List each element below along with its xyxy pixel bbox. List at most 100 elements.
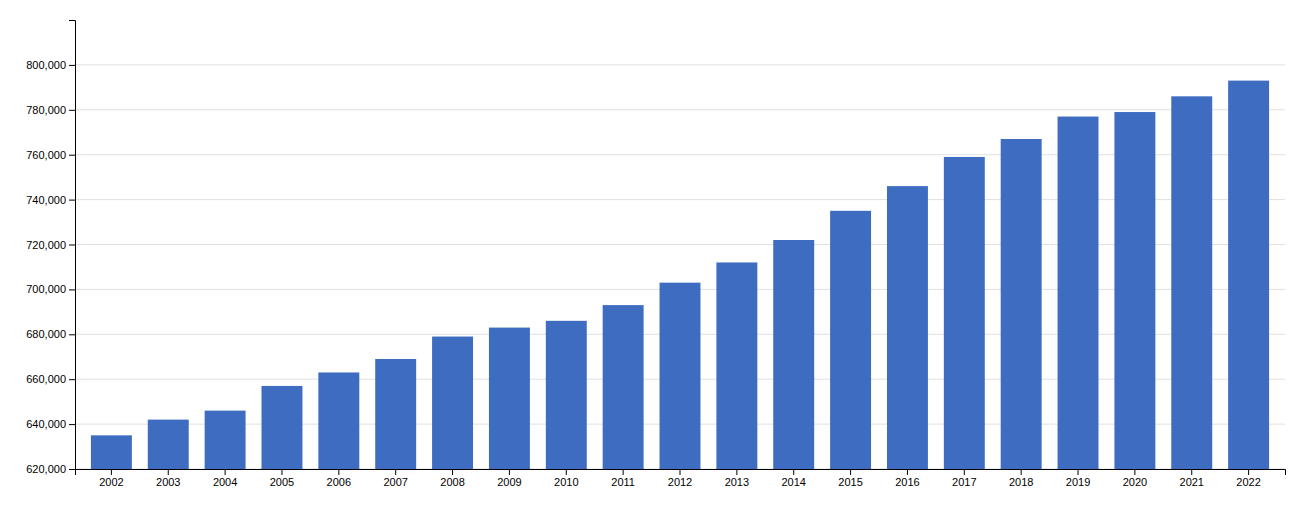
y-tick-mark bbox=[69, 245, 75, 246]
x-tick-mark bbox=[281, 469, 282, 475]
grid-line bbox=[75, 244, 1285, 245]
x-tick-mark bbox=[793, 469, 794, 475]
bar bbox=[1228, 81, 1269, 469]
x-tick: 2006 bbox=[327, 469, 351, 488]
y-tick: 720,000 bbox=[26, 239, 75, 251]
x-tick-label: 2009 bbox=[497, 476, 521, 488]
y-tick-label: 660,000 bbox=[26, 373, 66, 385]
grid-line bbox=[75, 154, 1285, 155]
bar bbox=[1058, 117, 1099, 469]
x-tick: 2005 bbox=[270, 469, 294, 488]
y-tick-label: 700,000 bbox=[26, 283, 66, 295]
x-tick-label: 2021 bbox=[1180, 476, 1204, 488]
bar bbox=[205, 411, 246, 469]
x-tick: 2007 bbox=[383, 469, 407, 488]
y-axis-line bbox=[69, 21, 76, 470]
bar bbox=[716, 262, 757, 469]
x-tick-label: 2006 bbox=[327, 476, 351, 488]
y-tick-mark bbox=[69, 334, 75, 335]
x-tick-label: 2017 bbox=[952, 476, 976, 488]
y-tick-label: 800,000 bbox=[26, 59, 66, 71]
y-tick-mark bbox=[69, 65, 75, 66]
x-tick-mark bbox=[680, 469, 681, 475]
x-tick: 2019 bbox=[1066, 469, 1090, 488]
x-tick: 2004 bbox=[213, 469, 237, 488]
x-tick-mark bbox=[509, 469, 510, 475]
x-tick-mark bbox=[1248, 469, 1249, 475]
x-tick-label: 2005 bbox=[270, 476, 294, 488]
y-tick: 780,000 bbox=[26, 104, 75, 116]
x-axis: 2002200320042005200620072008200920102011… bbox=[76, 469, 1286, 488]
y-tick-label: 760,000 bbox=[26, 149, 66, 161]
y-tick-label: 740,000 bbox=[26, 194, 66, 206]
x-tick-label: 2012 bbox=[668, 476, 692, 488]
plot: 620,000 640,000 660,000 680,000 700,000 720,0… bbox=[26, 21, 1285, 509]
y-tick-label: 680,000 bbox=[26, 328, 66, 340]
x-tick: 2009 bbox=[497, 469, 521, 488]
bar bbox=[603, 305, 644, 469]
bar bbox=[1171, 96, 1212, 469]
y-tick: 700,000 bbox=[26, 283, 75, 295]
x-tick-label: 2018 bbox=[1009, 476, 1033, 488]
y-tick-mark bbox=[69, 379, 75, 380]
x-tick: 2011 bbox=[611, 469, 635, 488]
y-tick: 740,000 bbox=[26, 194, 75, 206]
bar bbox=[830, 211, 871, 469]
grid-line bbox=[75, 199, 1285, 200]
x-tick-mark bbox=[225, 469, 226, 475]
bar bbox=[1114, 112, 1155, 469]
bar bbox=[91, 435, 132, 469]
x-tick: 2014 bbox=[781, 469, 805, 488]
x-tick: 2021 bbox=[1180, 469, 1204, 488]
y-tick-label: 720,000 bbox=[26, 239, 66, 251]
y-tick-mark bbox=[69, 289, 75, 290]
bar bbox=[887, 186, 928, 469]
x-tick-mark bbox=[736, 469, 737, 475]
grid-line bbox=[75, 64, 1285, 65]
x-tick-mark bbox=[850, 469, 851, 475]
x-tick: 2017 bbox=[952, 469, 976, 488]
bar bbox=[262, 386, 303, 469]
chart: 620,000 640,000 660,000 680,000 700,000 720,0… bbox=[0, 0, 1305, 509]
y-tick-label: 640,000 bbox=[26, 418, 66, 430]
y-tick-label: 620,000 bbox=[26, 463, 66, 475]
x-tick-mark bbox=[338, 469, 339, 475]
x-tick-label: 2007 bbox=[383, 476, 407, 488]
bar bbox=[489, 328, 530, 469]
x-tick-label: 2014 bbox=[781, 476, 805, 488]
x-tick-mark bbox=[1021, 469, 1022, 475]
bar bbox=[318, 372, 359, 469]
bar bbox=[944, 157, 985, 469]
x-tick-mark bbox=[907, 469, 908, 475]
x-tick-mark bbox=[111, 469, 112, 475]
bar bbox=[432, 337, 473, 469]
bar bbox=[660, 283, 701, 469]
x-tick: 2015 bbox=[838, 469, 862, 488]
x-tick-mark bbox=[1078, 469, 1079, 475]
bar bbox=[546, 321, 587, 469]
y-tick-mark bbox=[69, 110, 75, 111]
x-tick-mark bbox=[1134, 469, 1135, 475]
x-tick-label: 2010 bbox=[554, 476, 578, 488]
y-tick: 680,000 bbox=[26, 328, 75, 340]
x-tick: 2013 bbox=[725, 469, 749, 488]
x-tick-label: 2004 bbox=[213, 476, 237, 488]
x-tick-label: 2019 bbox=[1066, 476, 1090, 488]
bar bbox=[773, 240, 814, 469]
y-tick-label: 780,000 bbox=[26, 104, 66, 116]
x-tick: 2002 bbox=[99, 469, 123, 488]
x-tick-label: 2022 bbox=[1236, 476, 1260, 488]
y-tick: 660,000 bbox=[26, 373, 75, 385]
x-tick-label: 2020 bbox=[1123, 476, 1147, 488]
x-tick: 2022 bbox=[1236, 469, 1260, 488]
y-tick-mark bbox=[69, 200, 75, 201]
y-tick: 760,000 bbox=[26, 149, 75, 161]
x-tick: 2010 bbox=[554, 469, 578, 488]
x-tick-label: 2002 bbox=[99, 476, 123, 488]
x-tick: 2020 bbox=[1123, 469, 1147, 488]
bar bbox=[148, 420, 189, 469]
x-tick-label: 2016 bbox=[895, 476, 919, 488]
x-tick-mark bbox=[168, 469, 169, 475]
y-tick: 640,000 bbox=[26, 418, 75, 430]
x-tick: 2012 bbox=[668, 469, 692, 488]
